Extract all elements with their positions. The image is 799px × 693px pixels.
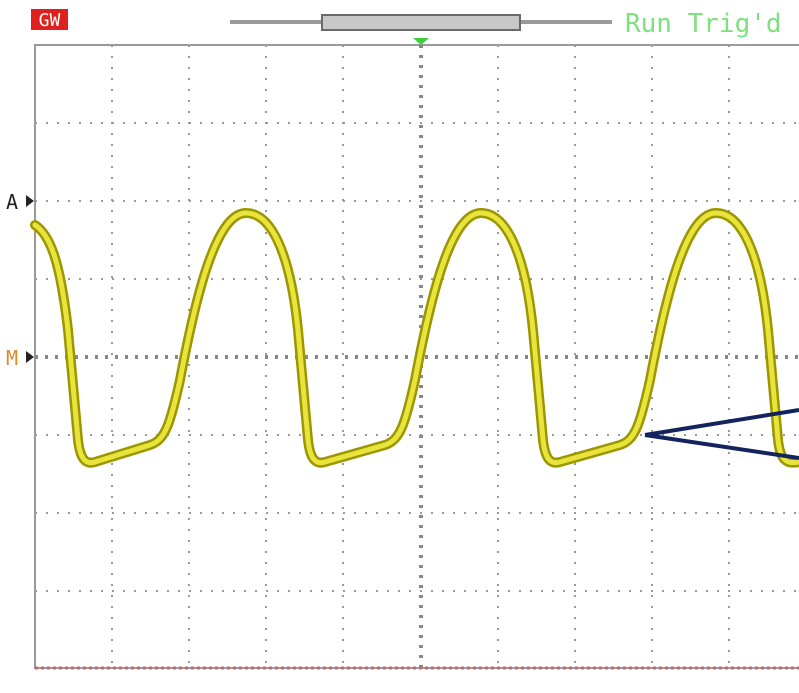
background — [0, 0, 799, 693]
scope-screen: GW Run Trig'd A M — [0, 0, 799, 693]
view-window — [322, 15, 520, 30]
trigger-state: Run Trig'd — [625, 9, 782, 39]
channel-marker: A — [6, 190, 18, 214]
math-marker: M — [6, 346, 18, 370]
brand-label: GW — [39, 10, 61, 31]
